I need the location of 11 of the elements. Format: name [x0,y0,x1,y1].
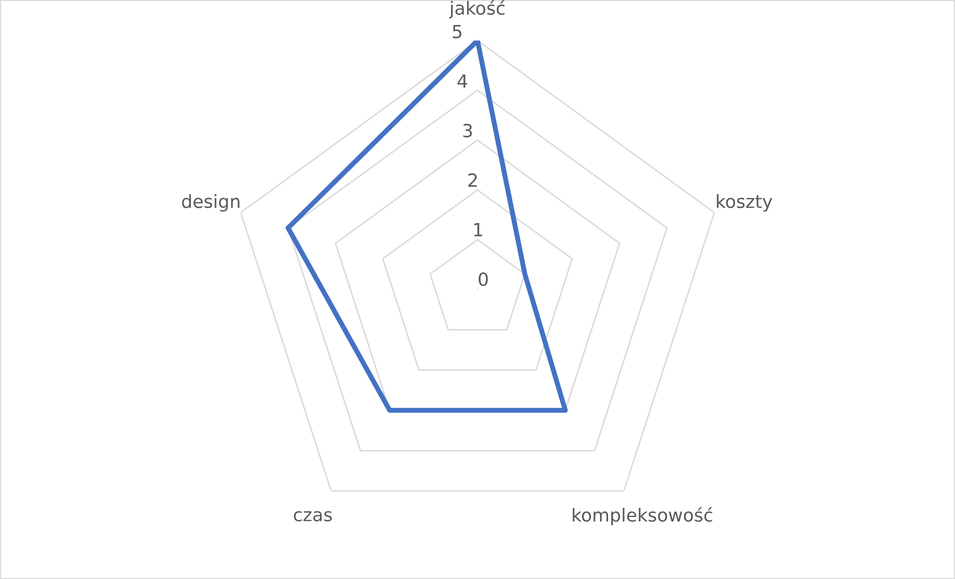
y-tick-label: 1 [474,223,482,236]
y-tick-label: 3 [463,124,472,138]
spoke-label: design [182,194,240,212]
spoke-label: kompleksowość [572,507,712,526]
spoke-label: czas [294,511,332,522]
y-tick-label: 0 [478,272,488,286]
y-tick-label: 4 [458,74,468,88]
spoke-label: koszty [716,194,772,212]
spoke-label: jakość [449,0,505,18]
y-tick-label: 5 [452,24,462,38]
y-tick-label: 2 [468,173,477,187]
